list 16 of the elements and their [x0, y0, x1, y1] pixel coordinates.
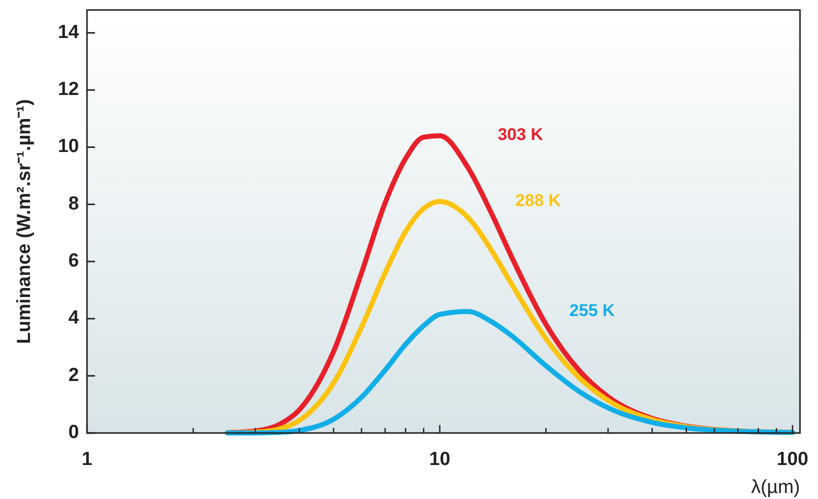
x-axis-title: λ(µm): [751, 477, 800, 498]
y-tick-label: 8: [68, 193, 79, 214]
y-tick-label: 12: [58, 79, 79, 100]
y-tick-label: 14: [58, 22, 80, 43]
x-tick-label: 100: [776, 449, 808, 470]
y-tick-label: 10: [58, 136, 79, 158]
y-tick-label: 4: [68, 308, 80, 329]
y-tick-label: 6: [68, 250, 79, 272]
y-axis-title: Luminance (W.m².sr⁻¹.µm⁻¹): [14, 99, 35, 344]
text: 255 K: [569, 301, 616, 320]
y-tick-label: 0: [68, 422, 79, 444]
text: 303 K: [498, 125, 544, 144]
y-tick-label: 2: [68, 364, 79, 386]
text: 288 K: [515, 190, 562, 210]
x-tick-label: 10: [429, 449, 450, 470]
x-tick-label: 1: [82, 449, 93, 470]
